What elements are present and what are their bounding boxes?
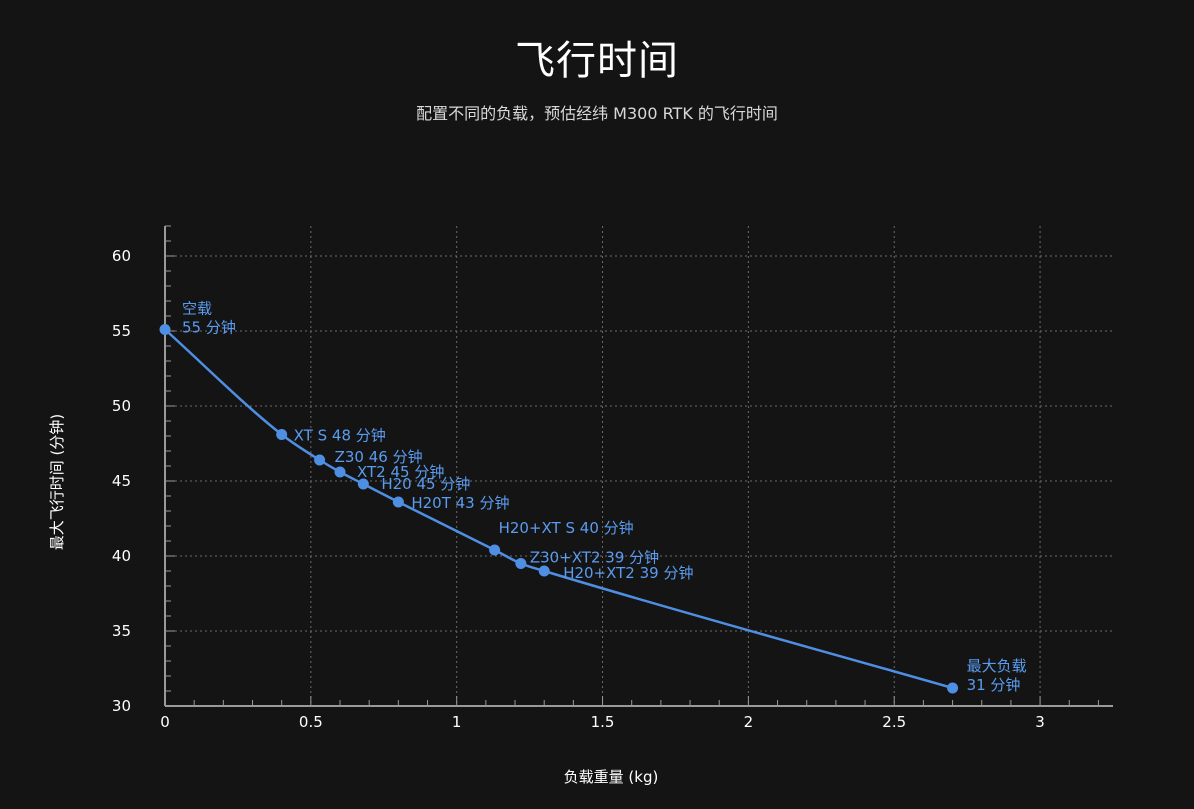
- data-label-line: H20 45 分钟: [381, 475, 470, 493]
- flight-time-curve: [164, 328, 953, 690]
- data-label: 最大负载 31 分钟: [967, 657, 1027, 694]
- axes: [164, 225, 1113, 707]
- data-label-line: 55 分钟: [182, 319, 236, 337]
- data-label-line: XT2 45 分钟: [357, 463, 444, 481]
- data-label: Z30 46 分钟: [335, 448, 423, 466]
- x-tick-label: 2.5: [882, 713, 906, 731]
- data-points: [159, 324, 959, 694]
- data-point: [392, 496, 404, 508]
- x-tick-label: 1.5: [591, 713, 615, 731]
- data-point: [489, 544, 501, 556]
- x-tick-label: 0.5: [299, 713, 323, 731]
- data-point: [538, 565, 550, 577]
- data-label-line: Z30 46 分钟: [335, 448, 423, 466]
- data-label-line: H20T 43 分钟: [411, 494, 509, 512]
- x-axis-title: 负载重量 (kg): [564, 768, 659, 786]
- data-point: [314, 454, 326, 466]
- data-point: [357, 478, 369, 490]
- data-point: [334, 466, 346, 478]
- y-tick-label: 30: [112, 697, 131, 715]
- data-label: Z30+XT2 39 分钟: [530, 549, 659, 567]
- data-label-line: 最大负载: [967, 657, 1027, 675]
- data-label: H20T 43 分钟: [411, 494, 509, 512]
- tick-labels: 0 0.5 1 1.5 2 2.5 3 30 35 40 45 50 55 60: [112, 247, 1045, 731]
- data-label: 空载 55 分钟: [182, 300, 236, 337]
- data-point: [159, 324, 171, 335]
- page-subtitle: 配置不同的负载，预估经纬 M300 RTK 的飞行时间: [416, 104, 778, 123]
- x-tick-label: 1: [452, 713, 462, 731]
- y-tick-label: 60: [112, 247, 131, 265]
- x-tick-label: 2: [744, 713, 754, 731]
- y-tick-label: 40: [112, 547, 131, 565]
- data-label-line: H20+XT S 40 分钟: [499, 519, 634, 537]
- data-label: H20+XT2 39 分钟: [563, 564, 693, 582]
- y-tick-label: 55: [112, 322, 131, 340]
- x-tick-label: 3: [1035, 713, 1045, 731]
- data-label-line: Z30+XT2 39 分钟: [530, 549, 659, 567]
- data-label: H20 45 分钟: [381, 475, 470, 493]
- data-label-line: XT S 48 分钟: [294, 427, 386, 445]
- data-label: XT2 45 分钟: [357, 463, 444, 481]
- data-label: XT S 48 分钟: [294, 427, 386, 445]
- data-point: [515, 558, 527, 569]
- data-point: [276, 429, 288, 440]
- data-point: [947, 682, 959, 694]
- y-tick-label: 35: [112, 622, 131, 640]
- data-label-line: 31 分钟: [967, 676, 1021, 694]
- data-label: H20+XT S 40 分钟: [499, 519, 634, 537]
- y-tick-label: 50: [112, 397, 131, 415]
- data-label-line: 空载: [182, 300, 212, 318]
- grid: [165, 226, 1113, 706]
- x-tick-label: 0: [160, 713, 170, 731]
- y-axis-title: 最大飞行时间 (分钟): [48, 414, 66, 550]
- page-title: 飞行时间: [515, 38, 679, 84]
- y-tick-label: 45: [112, 472, 131, 490]
- data-label-line: H20+XT2 39 分钟: [563, 564, 693, 582]
